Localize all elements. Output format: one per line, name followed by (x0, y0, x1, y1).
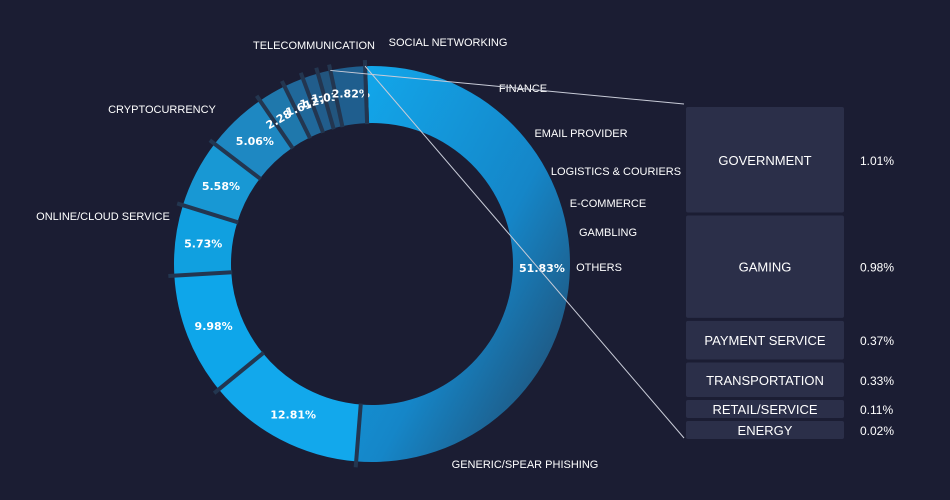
breakdown-segment-transportation (686, 362, 844, 397)
slice-social-networking (182, 143, 260, 223)
slice-e-commerce (302, 73, 334, 132)
slice-value-label-others: 2.82% (332, 87, 370, 100)
breakdown-value-label-energy: 0.02% (860, 424, 894, 438)
breakdown-category-label-payment-service: PAYMENT SERVICE (704, 333, 825, 348)
slice-category-label-online-cloud-service: ONLINE/CLOUD SERVICE (36, 211, 170, 223)
slice-separator (254, 94, 295, 150)
slice-category-label-telecommunication: TELECOMMUNICATION (253, 40, 375, 52)
breakdown-connectors (330, 65, 685, 439)
slice-category-label-others: OTHERS (576, 262, 622, 274)
slice-separator (327, 64, 345, 128)
breakdown-value-label-gaming: 0.98% (860, 261, 894, 275)
slice-separator (314, 67, 336, 130)
slice-category-label-email-provider: EMAIL PROVIDER (534, 128, 627, 140)
slice-category-label-logistics-couriers: LOGISTICS & COURIERS (551, 166, 681, 178)
slice-value-label-social-networking: 5.58% (202, 180, 240, 193)
slice-separator (168, 270, 233, 278)
breakdown-value-label-transportation: 0.33% (860, 374, 894, 388)
slice-cryptocurrency (174, 272, 263, 390)
slice-value-label-online-cloud-service: 12.81% (270, 409, 316, 422)
others-breakdown-bar: GOVERNMENT 1.01% GAMING 0.98% PAYMENT SERVIC… (686, 107, 894, 439)
slice-separator (353, 403, 363, 468)
slice-category-label-social-networking: SOCIAL NETWORKING (389, 37, 508, 49)
slice-online-cloud-service (218, 353, 361, 462)
slice-category-label-e-commerce: E-COMMERCE (570, 198, 646, 210)
breakdown-value-label-retail-service: 0.11% (860, 403, 893, 417)
breakdown-value-label-payment-service: 0.37% (860, 334, 894, 348)
slice-separator (298, 72, 326, 134)
breakdown-segment-gaming (686, 215, 844, 318)
slice-separator (176, 201, 239, 225)
connector-line-bottom (364, 65, 685, 439)
slice-separator (362, 60, 370, 125)
slice-separator (212, 351, 265, 395)
slice-category-label-cryptocurrency: CRYPTOCURRENCY (108, 104, 216, 116)
slice-category-label-gambling: GAMBLING (579, 227, 637, 239)
breakdown-segment-government (686, 107, 844, 213)
breakdown-category-label-transportation: TRANSPORTATION (706, 373, 824, 388)
breakdown-category-label-retail-service: RETAIL/SERVICE (713, 402, 818, 417)
connector-line-top (330, 69, 685, 105)
breakdown-category-label-energy: ENERGY (738, 423, 793, 438)
breakdown-value-label-government: 1.01% (860, 154, 894, 168)
slice-value-label-generic-spear-phishing: 51.83% (519, 262, 565, 275)
breakdown-segment-energy (686, 421, 844, 439)
slice-value-label-finance: 5.06% (236, 135, 274, 148)
slice-logistics-couriers (284, 78, 323, 138)
slice-gambling (317, 70, 343, 129)
donut-chart: 51.83% GENERIC/SPEAR PHISHING 12.81% ONLINE… (36, 37, 681, 471)
slice-separator (208, 138, 262, 181)
breakdown-segment-payment-service (686, 320, 844, 360)
slice-telecommunication (174, 205, 238, 276)
slice-separator (280, 80, 312, 140)
slice-email-provider (260, 86, 310, 148)
breakdown-category-label-gaming: GAMING (739, 260, 792, 275)
breakdown-segment-retail-service (686, 400, 844, 418)
slice-value-label-cryptocurrency: 9.98% (195, 320, 233, 333)
slice-value-label-telecommunication: 5.73% (184, 237, 222, 250)
breakdown-category-label-government: GOVERNMENT (718, 153, 811, 168)
slice-category-label-generic-spear-phishing: GENERIC/SPEAR PHISHING (452, 459, 599, 471)
slice-generic-spear-phishing (356, 65, 571, 463)
